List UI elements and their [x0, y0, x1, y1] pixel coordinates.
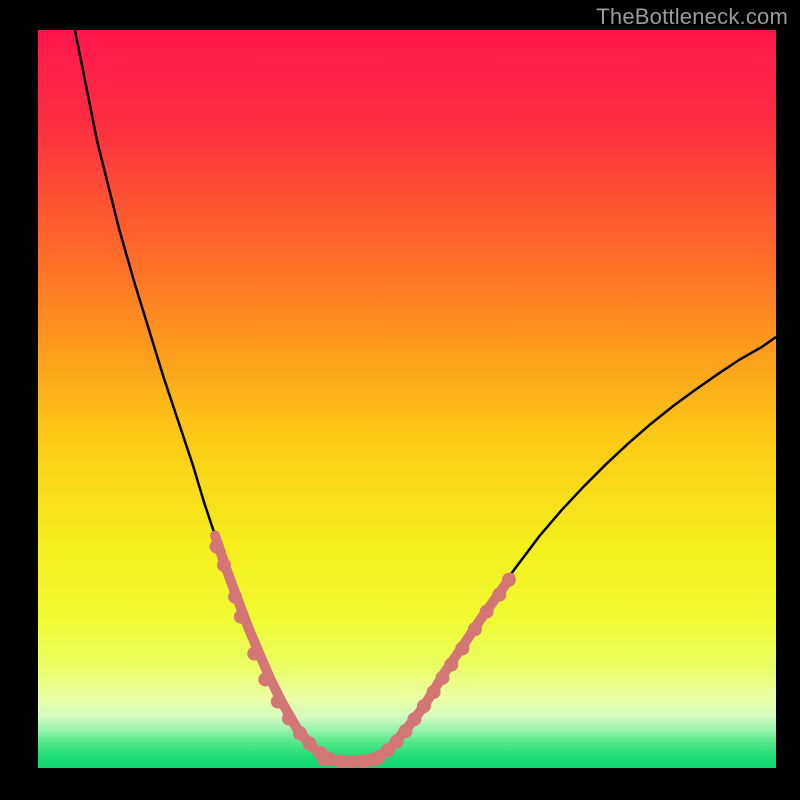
- marker-bead: [258, 672, 272, 686]
- curve-layer: [38, 30, 776, 768]
- marker-bead: [303, 737, 317, 751]
- marker-bead: [293, 726, 307, 740]
- curve-left-highlight: [215, 536, 322, 756]
- curve-left: [75, 30, 341, 764]
- marker-bead: [399, 724, 413, 738]
- marker-bead: [492, 588, 506, 602]
- marker-bead: [407, 712, 421, 726]
- marker-bead: [234, 610, 248, 624]
- marker-bead: [417, 699, 431, 713]
- marker-bead: [427, 685, 441, 699]
- marker-bead: [210, 540, 224, 554]
- marker-bead: [455, 641, 469, 655]
- marker-bead: [435, 671, 449, 685]
- watermark-text: TheBottleneck.com: [596, 4, 788, 30]
- curve-right-highlight: [377, 578, 510, 757]
- marker-bead: [247, 647, 261, 661]
- marker-bead: [217, 558, 231, 572]
- plot-area: [38, 30, 776, 768]
- marker-bead: [228, 590, 242, 604]
- marker-bead: [502, 573, 516, 587]
- marker-bead: [282, 712, 296, 726]
- marker-bead: [480, 605, 494, 619]
- chart-container: TheBottleneck.com: [0, 0, 800, 800]
- marker-bead: [468, 622, 482, 636]
- marker-bead: [444, 658, 458, 672]
- marker-bead: [271, 695, 285, 709]
